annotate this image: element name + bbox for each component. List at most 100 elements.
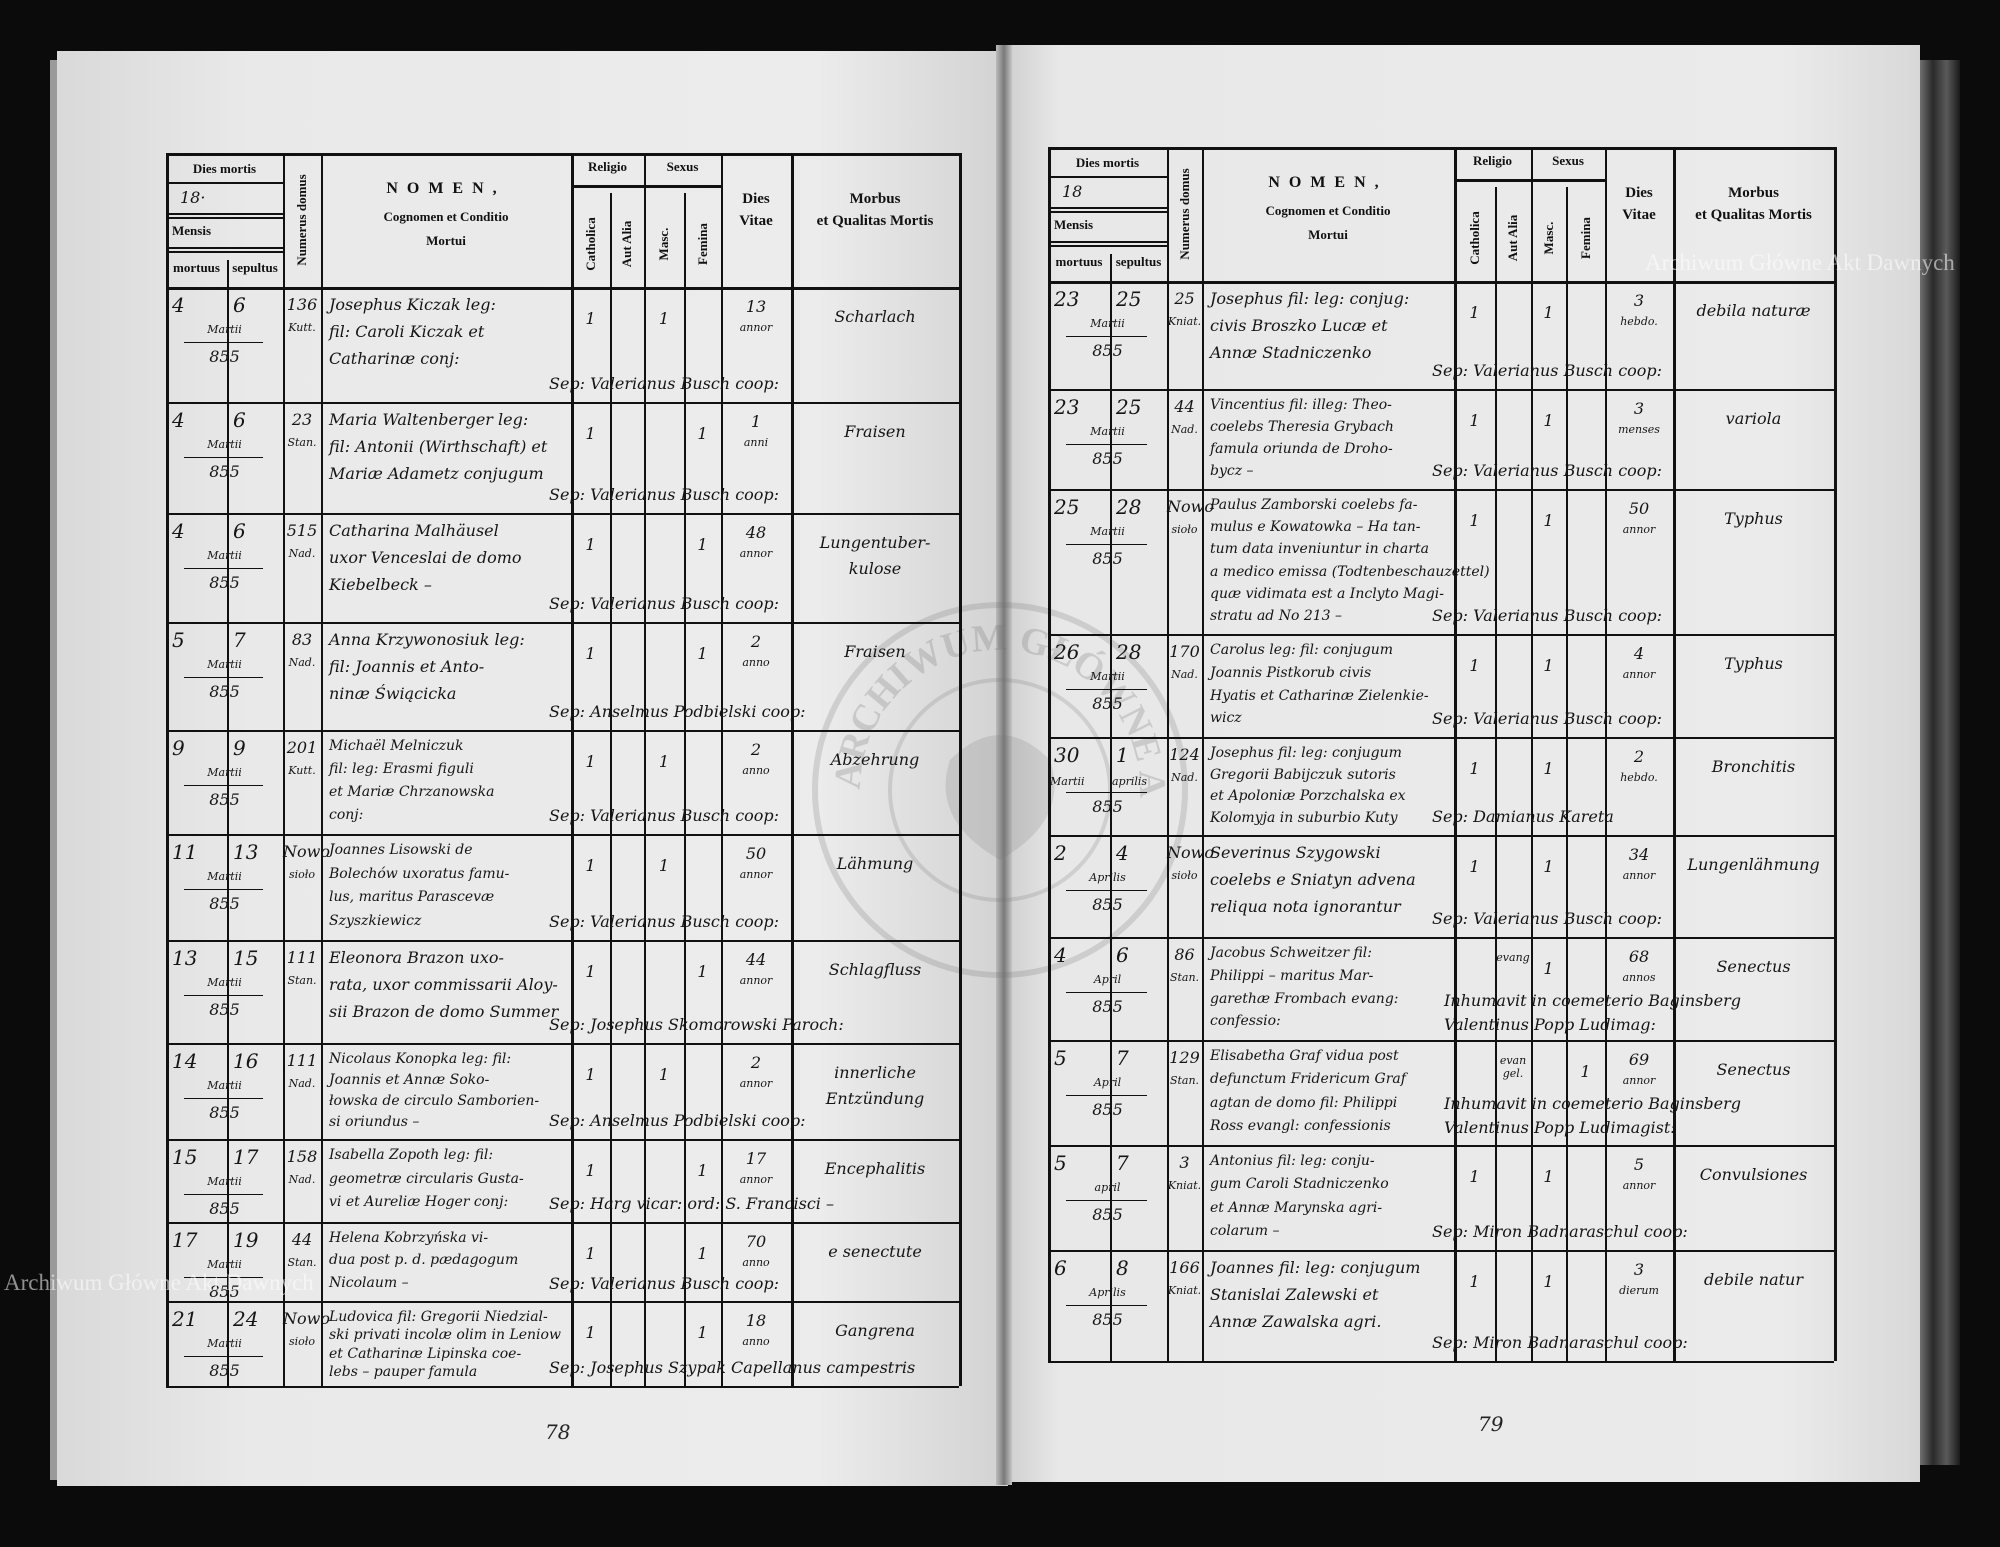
month-underline [184,1194,263,1195]
watermark-top-right: Archiwum Główne Akt Dawnych [1645,250,1955,275]
burial-day: 6 [233,519,246,543]
age-value: 2 [750,1053,762,1072]
house-number: 166 [1169,1258,1200,1277]
death-day: 5 [1054,1151,1067,1175]
age-value: 2 [750,632,762,651]
house-number: 170 [1169,642,1200,661]
aut_alia-label: Aut Alia [1505,214,1520,262]
name-line: Annæ Stadniczenko [1210,343,1372,362]
cause-of-death: Scharlach [834,307,916,326]
header-rule [1048,240,1167,243]
burial-note: Inhumavit in coemeterio Baginsberg [1444,991,1741,1010]
burial-officiant: Sep: Josephus Skomorowski Paroch: [549,1015,844,1034]
name-line: Carolus leg: fil: conjugum [1210,642,1394,658]
row-rule [166,834,959,836]
name-line: Michaël Melniczuk [329,738,464,754]
name-line: Severinus Szygowski [1210,843,1381,862]
house-street: Stan. [1169,971,1200,984]
name-line: mulus e Kowatowka – Ha tan- [1210,519,1421,536]
death-year: 855 [1092,1100,1123,1119]
age-unit: anno [742,656,770,669]
header-rule [166,246,283,249]
table-top-rule [166,153,959,156]
dies-mortis-label: Dies mortis [192,161,257,176]
masc-mark: 1 [658,752,670,771]
age-unit: annor [739,321,773,334]
house-number: 86 [1174,945,1195,964]
age-unit: annor [739,1077,773,1090]
catholica-mark: 1 [585,644,596,663]
name-line: ninæ Świącicka [329,684,457,703]
death-year: 855 [209,1199,240,1218]
name-line: Mariæ Adametz conjugum [329,464,544,483]
row-rule [166,513,959,515]
name-line: fil: Antonii (Wirthschaft) et [329,437,548,456]
cause-of-death: Typhus [1724,654,1783,673]
name-line: dua post p. d. pædagogum [329,1252,519,1269]
name-line: famula oriunda de Droho- [1210,441,1393,457]
catholica-mark: 1 [585,535,596,554]
name-line: ski privati incolæ olim in Leniow [329,1327,561,1344]
death-month: Aprilis [1089,1286,1126,1299]
death-year: 855 [1092,449,1123,468]
table-column-rule [1531,147,1533,1361]
masc-mark: 1 [1543,857,1554,876]
dies-vitae-label: Dies [742,190,770,207]
table-column-rule [1167,147,1169,1361]
religio-label: Religio [588,159,627,174]
name-line: łowska de circulo Samborien- [329,1093,540,1109]
table-column-rule [1605,147,1607,1361]
catholica-mark: 1 [585,424,596,443]
row-rule [1048,634,1834,636]
burial-officiant: Sep: Miron Badnaraschul coop: [1432,1222,1688,1241]
death-day: 17 [172,1228,198,1252]
table-column-rule [610,193,612,1386]
house-number: Nowo [283,842,330,861]
house-street: Stan. [287,436,317,449]
month-underline [184,785,263,786]
dies-vitae-label: Dies [1625,184,1653,201]
nomen-subheading: Cognomen et Conditio [1265,203,1391,219]
death-year: 855 [1092,997,1123,1016]
death-year: 855 [209,1103,240,1122]
table-column-rule [166,153,169,1386]
death-year: 855 [1092,694,1123,713]
name-line: uxor Venceslai de domo [329,548,522,567]
death-month: Martii [207,976,242,989]
burial-day: 8 [1116,1256,1129,1280]
burial-day: 28 [1116,495,1142,519]
book-spine [996,45,1012,1485]
house-street: Nad. [288,1077,316,1090]
femina-mark: 1 [697,962,708,981]
death-day: 6 [1054,1256,1067,1280]
age-unit: annor [1622,1179,1656,1192]
burial-officiant: Sep: Anselmus Podbielski coop: [549,702,806,721]
cause-of-death: variola [1725,409,1782,428]
age-unit: anno [742,1256,770,1269]
death-month: Martii [207,1175,242,1188]
name-line: Josephus fil: leg: conjug: [1210,289,1410,308]
death-day: 26 [1054,640,1080,664]
right-page [1005,45,1920,1482]
burial-day: 13 [233,840,259,864]
age-unit: annor [739,974,773,987]
death-month: Martii [207,549,242,562]
morbus-label-2: et Qualitas Mortis [816,213,934,230]
header-rule [166,182,283,185]
name-line: Nicolaum – [329,1274,409,1291]
row-rule [166,1139,959,1141]
name-line: Helena Kobrzyńska vi- [329,1230,489,1246]
cause-of-death: Senectus [1716,957,1791,976]
death-year: 855 [209,1361,240,1380]
burial-officiant: Sep: Valerianus Busch coop: [1432,361,1663,380]
death-month: Martii [207,1258,242,1271]
row-rule [166,1043,959,1045]
name-line: Antonius fil: leg: conju- [1210,1153,1375,1169]
death-year: 855 [209,894,240,913]
death-month: Martii [1090,670,1125,683]
dies-vitae-label-2: Vitae [1622,207,1656,224]
burial-officiant: Sep: Valerianus Busch coop: [549,806,780,825]
burial-day: 6 [233,293,246,317]
nomen-heading: NOMEN, [1268,173,1388,191]
name-line: stratu ad No 213 – [1210,607,1343,624]
